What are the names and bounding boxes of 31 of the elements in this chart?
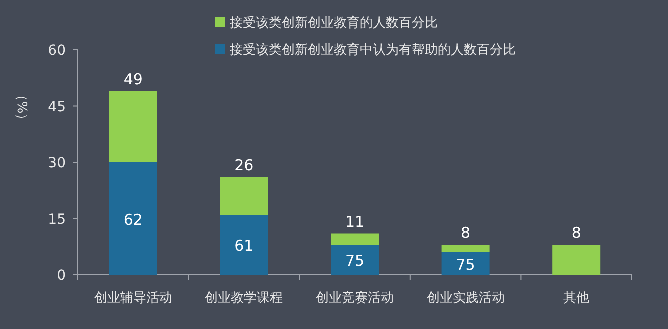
x-tick-label: 其他	[564, 291, 590, 306]
bar	[442, 245, 490, 252]
x-tick-label: 创业教学课程	[205, 291, 284, 306]
bar	[442, 252, 490, 275]
bar	[109, 91, 158, 162]
annotation: 62	[124, 210, 143, 229]
legend-label: 接受该类创新创业教育中认为有帮助的人数百分比	[230, 42, 516, 58]
bar	[109, 162, 158, 275]
y-tick-label: 15	[48, 212, 66, 228]
bar	[220, 215, 268, 275]
x-tick-label: 创业竞赛活动	[316, 290, 394, 306]
total-label: 11	[345, 212, 365, 231]
bar	[331, 245, 379, 275]
legend-label: 接受该类创新创业教育的人数百分比	[230, 15, 438, 31]
total-label: 8	[572, 224, 582, 242]
bar	[552, 245, 601, 275]
total-label: 49	[124, 70, 143, 88]
y-tick-label: 30	[48, 156, 66, 172]
y-axis-title: （%）	[14, 88, 29, 127]
y-tick-label: 0	[57, 268, 66, 284]
bar	[220, 178, 268, 215]
annotation: 61	[234, 237, 254, 255]
annotation: 75	[345, 252, 365, 270]
annotation: 75	[456, 256, 476, 274]
y-tick-label: 45	[48, 99, 66, 116]
total-label: 26	[234, 156, 254, 174]
x-tick-label: 创业辅导活动	[94, 291, 172, 306]
x-tick-label: 创业实践活动	[426, 291, 505, 306]
y-tick-label: 60	[48, 43, 66, 59]
bar	[331, 234, 379, 245]
total-label: 8	[461, 224, 471, 242]
